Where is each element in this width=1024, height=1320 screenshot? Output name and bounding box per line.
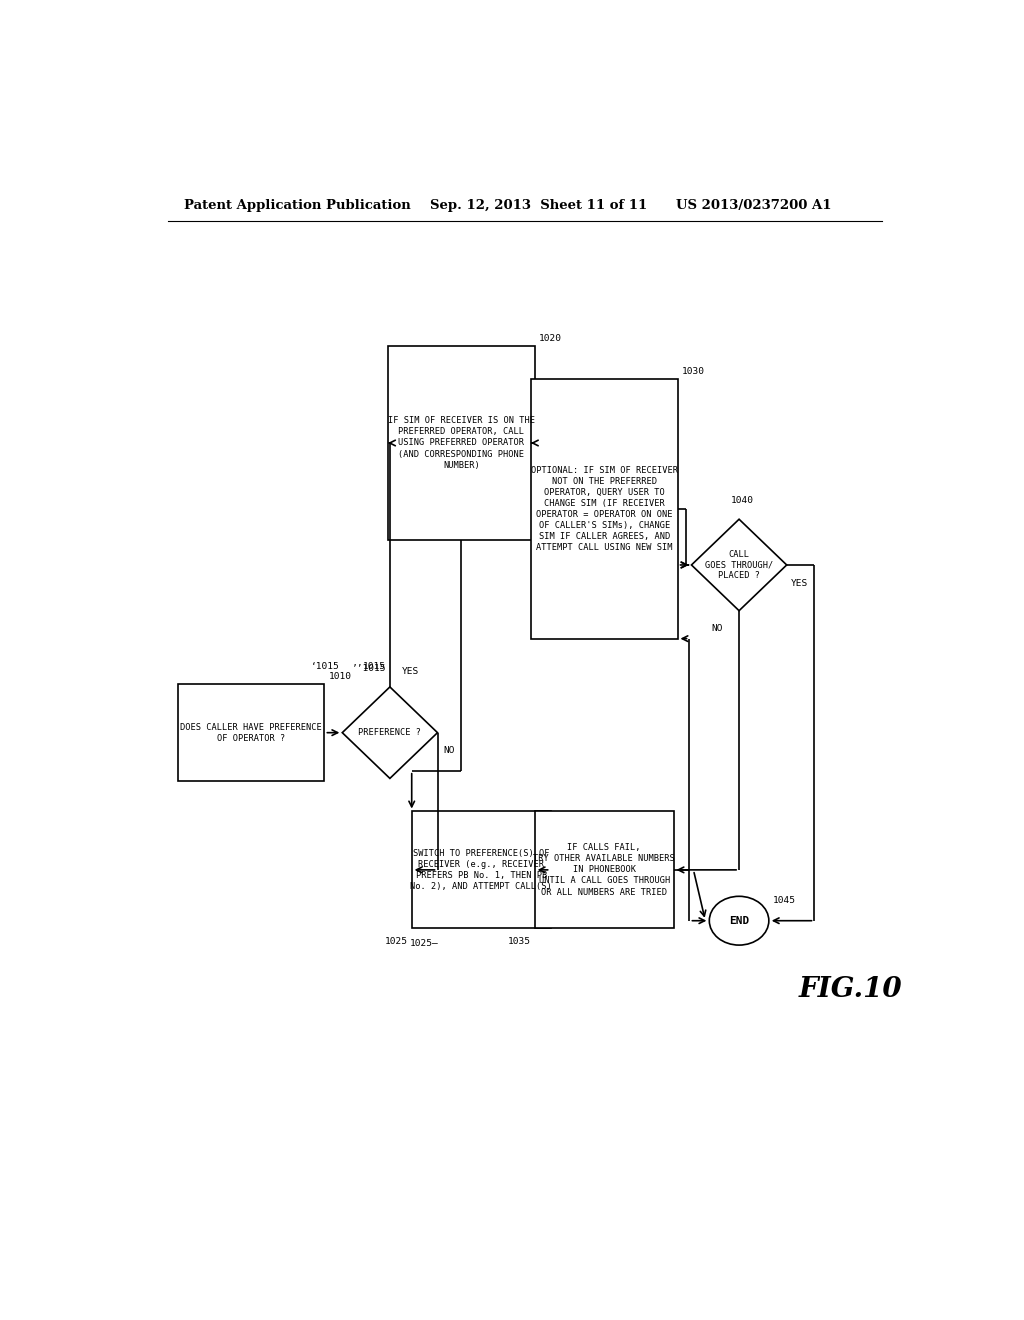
Text: FIG.10: FIG.10 xyxy=(799,975,902,1003)
Text: Patent Application Publication: Patent Application Publication xyxy=(183,198,411,211)
Text: PREFERENCE ?: PREFERENCE ? xyxy=(358,729,422,737)
Text: END: END xyxy=(729,916,750,925)
Text: CALL
GOES THROUGH/
PLACED ?: CALL GOES THROUGH/ PLACED ? xyxy=(705,550,773,579)
Text: 1035: 1035 xyxy=(508,937,530,945)
Text: 1025: 1025 xyxy=(385,937,408,945)
Text: NO: NO xyxy=(443,747,456,755)
FancyBboxPatch shape xyxy=(177,684,325,781)
Text: YES: YES xyxy=(791,578,808,587)
Polygon shape xyxy=(342,686,437,779)
Text: US 2013/0237200 A1: US 2013/0237200 A1 xyxy=(676,198,831,211)
Text: NO: NO xyxy=(712,624,723,634)
Text: DOES CALLER HAVE PREFERENCE
OF OPERATOR ?: DOES CALLER HAVE PREFERENCE OF OPERATOR … xyxy=(180,722,322,743)
Text: OPTIONAL: IF SIM OF RECEIVER
NOT ON THE PREFERRED
OPERATOR, QUERY USER TO
CHANGE: OPTIONAL: IF SIM OF RECEIVER NOT ON THE … xyxy=(530,466,678,552)
Text: 1040: 1040 xyxy=(731,496,754,506)
FancyBboxPatch shape xyxy=(412,812,551,928)
Text: 1030: 1030 xyxy=(682,367,705,376)
Text: ‘1015: ‘1015 xyxy=(311,661,340,671)
Text: Sep. 12, 2013  Sheet 11 of 11: Sep. 12, 2013 Sheet 11 of 11 xyxy=(430,198,647,211)
Ellipse shape xyxy=(710,896,769,945)
Polygon shape xyxy=(691,519,786,611)
Text: ’’1015: ’’1015 xyxy=(351,664,386,673)
Text: IF CALLS FAIL,
TRY OTHER AVAILABLE NUMBERS
IN PHONEBOOK
UNTIL A CALL GOES THROUG: IF CALLS FAIL, TRY OTHER AVAILABLE NUMBE… xyxy=(534,843,675,896)
FancyBboxPatch shape xyxy=(535,812,674,928)
Text: 1010: 1010 xyxy=(329,672,351,681)
Text: 1025—: 1025— xyxy=(411,939,439,948)
Text: 1020: 1020 xyxy=(539,334,562,343)
FancyBboxPatch shape xyxy=(388,346,535,540)
Text: IF SIM OF RECEIVER IS ON THE
PREFERRED OPERATOR, CALL
USING PREFERRED OPERATOR
(: IF SIM OF RECEIVER IS ON THE PREFERRED O… xyxy=(388,416,535,470)
FancyBboxPatch shape xyxy=(530,379,678,639)
Text: 1015: 1015 xyxy=(362,661,386,671)
Text: YES: YES xyxy=(401,667,419,676)
Text: 1045: 1045 xyxy=(773,896,796,906)
Text: SWITCH TO PREFERENCE(S) OF
RECEIVER (e.g., RECEIVER
PREFERS PB No. 1, THEN PB
No: SWITCH TO PREFERENCE(S) OF RECEIVER (e.g… xyxy=(411,849,552,891)
